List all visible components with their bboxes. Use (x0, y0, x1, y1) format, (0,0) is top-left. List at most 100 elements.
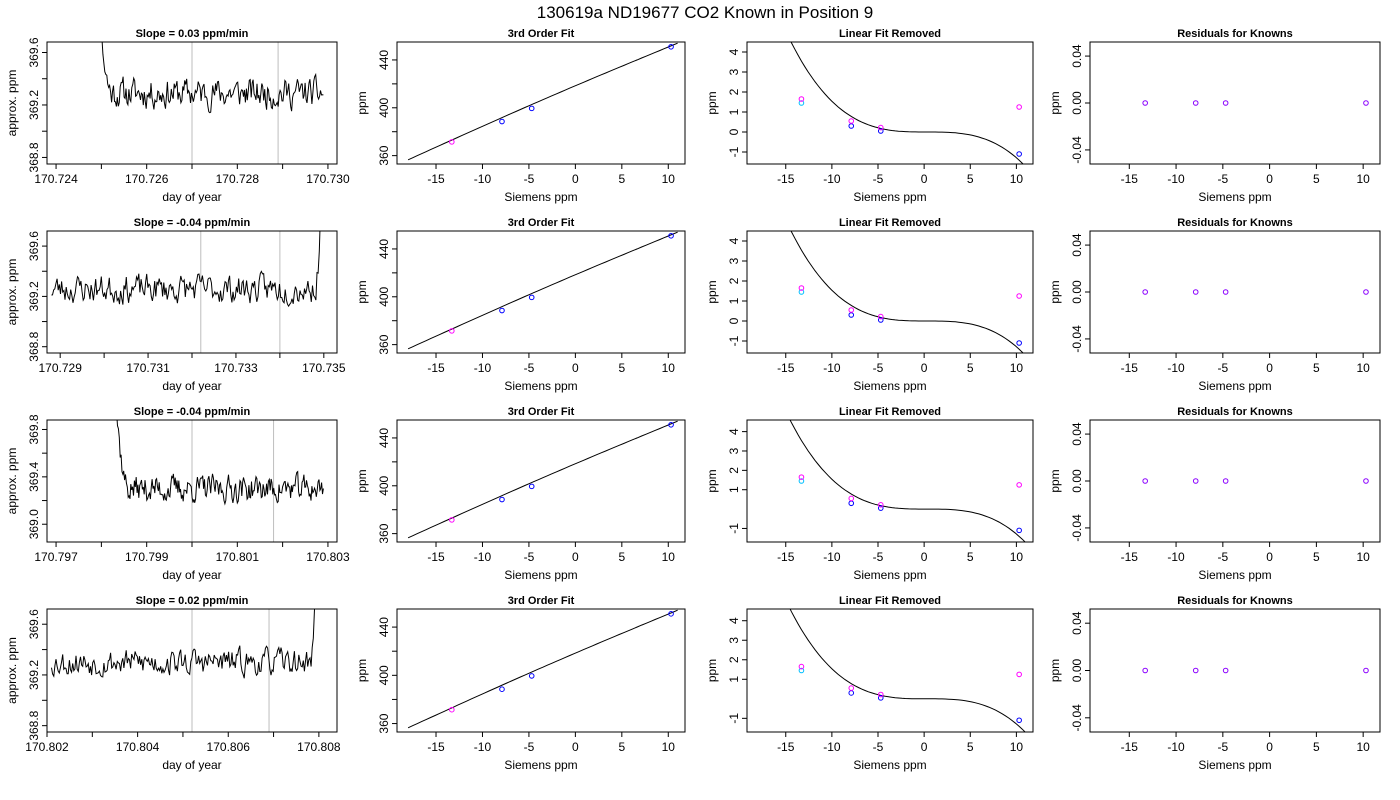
x-tick-label: 10 (662, 361, 676, 375)
x-axis-label: day of year (162, 190, 221, 204)
y-tick-label: 440 (377, 239, 391, 259)
data-point (668, 611, 674, 617)
y-tick-label: -0.04 (1070, 704, 1084, 732)
plot-area (407, 231, 678, 350)
y-tick-label: 1 (727, 676, 741, 683)
x-tick-label: 5 (967, 550, 974, 564)
x-tick-label: -15 (1121, 172, 1139, 186)
panel-r3-c3: Linear Fit Removed -15 -10 -5 0 5 10 -1 1 2 3 4 Siem… (705, 406, 1034, 582)
plot-area (407, 420, 678, 539)
x-tick-label: -15 (777, 361, 795, 375)
data-point (1016, 293, 1022, 299)
y-tick-label: 3 (727, 447, 741, 454)
x-tick-label: 170.803 (306, 550, 350, 564)
y-axis-label: ppm (705, 280, 719, 303)
data-point (449, 328, 455, 334)
x-tick-label: 170.735 (302, 361, 346, 375)
x-axis-label: Siemens ppm (853, 568, 926, 582)
data-point (1222, 478, 1229, 484)
panel-r2-c4: Residuals for Knowns -15 -10 -5 0 5 10 -0.04 0.0… (1048, 217, 1381, 393)
y-tick-label: 1 (727, 486, 741, 493)
y-tick-label: 369.6 (27, 231, 41, 261)
data-point (848, 123, 855, 129)
panel-r4-c4: Residuals for Knowns -15 -10 -5 0 5 10 -0.04 0.0… (1048, 595, 1381, 772)
data-point (1192, 100, 1199, 106)
y-axis-label: ppm (1048, 659, 1062, 682)
x-tick-label: 10 (1010, 361, 1024, 375)
x-axis-label: Siemens ppm (504, 379, 577, 393)
y-axis-label: ppm (705, 659, 719, 682)
x-tick-label: 10 (1356, 740, 1370, 754)
y-tick-label: 2 (727, 88, 741, 95)
data-point (1016, 717, 1022, 724)
y-axis-label: approx. ppm (5, 448, 19, 515)
data-point (1142, 100, 1148, 106)
y-tick-label: 400 (377, 665, 391, 685)
data-point (877, 124, 884, 131)
plot-area (1142, 478, 1369, 484)
x-tick-label: 5 (967, 361, 974, 375)
data-point (1363, 289, 1369, 295)
x-tick-label: 170.806 (207, 740, 251, 754)
data-point (1222, 289, 1229, 295)
y-tick-label: 360 (377, 523, 391, 543)
x-tick-label: 10 (662, 740, 676, 754)
y-tick-label: 4 (727, 48, 741, 55)
data-point (1192, 289, 1199, 295)
y-tick-label: 369.2 (27, 660, 41, 690)
y-axis-label: ppm (705, 91, 719, 114)
x-tick-label: 10 (1010, 740, 1024, 754)
plot-frame (396, 419, 686, 543)
y-tick-label: 368.8 (27, 331, 41, 361)
x-tick-label: -5 (1218, 172, 1229, 186)
y-tick-label: 0.00 (1070, 469, 1084, 493)
plot-frame (746, 419, 1034, 543)
x-tick-label: 170.729 (38, 361, 82, 375)
plot-area (1142, 667, 1369, 674)
panel-r2-c3: Linear Fit Removed-15 -10 -5 0 5 10-101234Sie… (705, 217, 1034, 393)
y-tick-label: -0.04 (1070, 325, 1084, 353)
plot-area (101, 42, 324, 164)
y-tick-label: 440 (377, 50, 391, 70)
panel-title: Residuals for Knowns (1177, 595, 1293, 607)
plot-area (789, 420, 1026, 542)
panel-r3-c2: 3rd Order Fit -15 -10 -5 0 5 10 360 400 440 Siemen… (355, 406, 686, 582)
x-tick-label: 0 (572, 361, 579, 375)
x-axis-label: Siemens ppm (1198, 568, 1271, 582)
data-point (449, 139, 455, 145)
plot-frame (746, 608, 1034, 733)
x-tick-label: -10 (474, 740, 492, 754)
y-tick-label: 368.8 (27, 710, 41, 740)
x-tick-label: -15 (777, 172, 795, 186)
data-point (848, 685, 855, 691)
x-tick-label: 5 (1313, 550, 1320, 564)
y-tick-label: 0.04 (1070, 422, 1084, 446)
y-tick-label: 369.2 (27, 90, 41, 120)
series-line (51, 231, 321, 308)
x-tick-label: 0 (921, 172, 928, 186)
data-point (798, 478, 805, 484)
x-tick-label: -5 (1218, 361, 1229, 375)
panel-r1-c4: Residuals for Knowns -15 -10 -5 0 5 10 -0.04 0.0… (1048, 28, 1381, 204)
data-point (528, 294, 535, 301)
y-tick-label: 3 (727, 637, 741, 644)
plot-frame (746, 41, 1034, 165)
plot-frame (1089, 230, 1381, 354)
y-tick-label: 2 (727, 467, 741, 474)
y-tick-label: 0.00 (1070, 280, 1084, 304)
plot-frame (396, 41, 686, 165)
y-tick-label: 369.2 (27, 281, 41, 311)
x-tick-label: 170.726 (125, 172, 169, 186)
x-tick-label: 10 (1356, 172, 1370, 186)
y-tick-label: -0.04 (1070, 514, 1084, 542)
y-axis-label: ppm (355, 659, 369, 682)
panel-title: 3rd Order Fit (508, 28, 575, 40)
x-tick-label: 10 (662, 550, 676, 564)
x-tick-label: 170.799 (125, 550, 169, 564)
fit-curve (789, 609, 1026, 732)
data-point (848, 690, 855, 696)
panel-r2-c2: 3rd Order Fit -15 -10 -5 0 5 10 360 400 440 Siemen… (355, 217, 686, 393)
y-tick-label: -1 (727, 146, 741, 157)
x-axis-label: Siemens ppm (1198, 379, 1271, 393)
x-tick-label: -10 (823, 740, 841, 754)
